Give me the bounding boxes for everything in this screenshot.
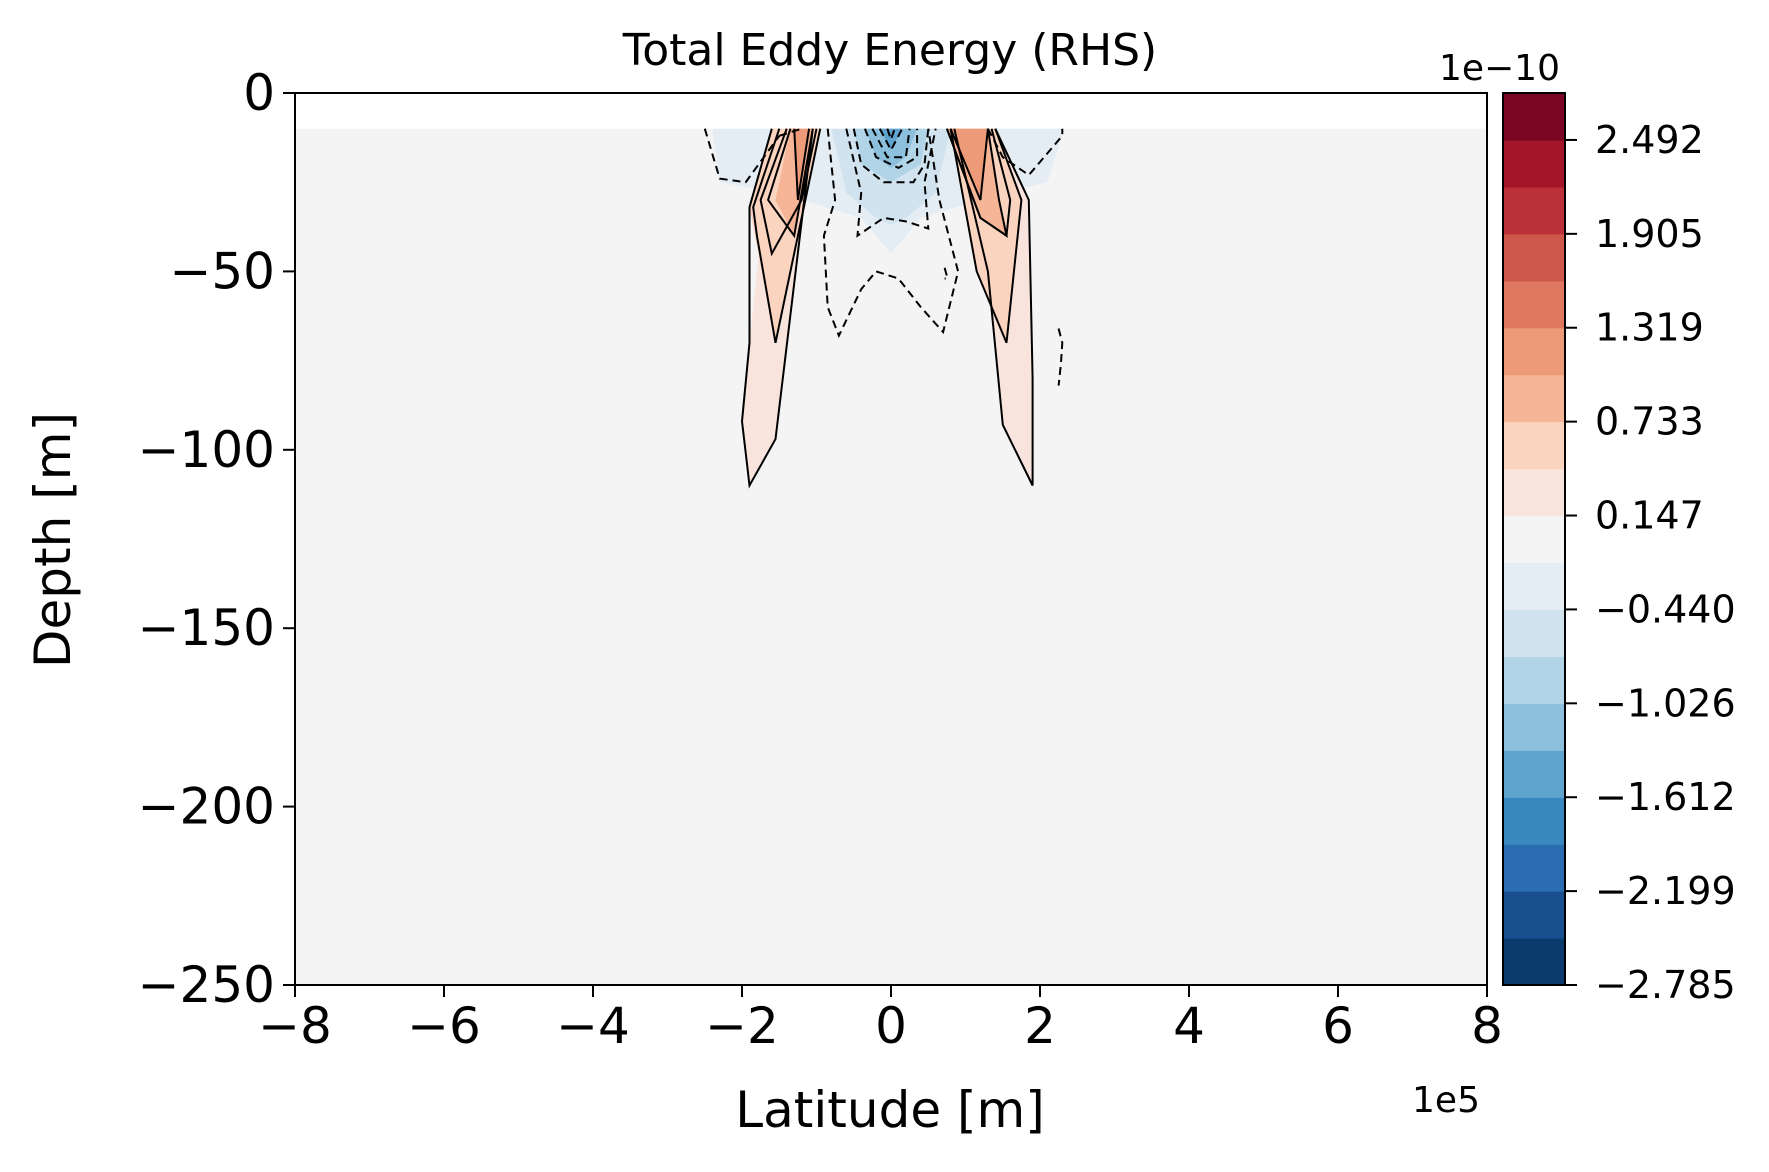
x-axis-label: Latitude [m] bbox=[735, 1081, 1044, 1139]
colorbar-swatch bbox=[1503, 891, 1565, 939]
contour-line-negative-9 bbox=[886, 128, 896, 143]
y-tick-label: −100 bbox=[138, 421, 275, 479]
colorbar-tick-label: −2.199 bbox=[1595, 869, 1736, 913]
contour-line-negative-8 bbox=[878, 128, 904, 153]
colorbar-swatch bbox=[1503, 797, 1565, 845]
colorbar-swatch bbox=[1503, 280, 1565, 329]
y-tick-label: −50 bbox=[169, 242, 275, 300]
colorbar-tick-label: −2.785 bbox=[1595, 963, 1736, 1007]
y-axis-label: Depth [m] bbox=[24, 412, 82, 668]
colorbar-swatch bbox=[1503, 186, 1565, 235]
contour-line-positive-2 bbox=[759, 128, 818, 257]
contour-line-negative-5 bbox=[852, 128, 930, 184]
colorbar-swatch bbox=[1503, 468, 1565, 517]
colorbar-swatch bbox=[1503, 562, 1565, 611]
colorbar-tick-label: 2.492 bbox=[1595, 118, 1704, 162]
x-tick-label: −4 bbox=[556, 997, 630, 1055]
x-tick-label: 0 bbox=[875, 997, 907, 1055]
contour-line-negative-1 bbox=[778, 127, 802, 137]
colorbar-swatch bbox=[1503, 515, 1565, 564]
y-tick-label: −150 bbox=[138, 599, 275, 657]
x-tick-label: −6 bbox=[407, 997, 481, 1055]
colorbar-tick-label: −1.026 bbox=[1595, 681, 1736, 725]
colorbar-tick-label: 1.905 bbox=[1595, 212, 1704, 256]
colorbar-swatch bbox=[1503, 93, 1565, 141]
colorbar-swatch bbox=[1503, 327, 1565, 376]
colorbar-swatch bbox=[1503, 750, 1565, 798]
colorbar-tick-label: 1.319 bbox=[1595, 306, 1704, 350]
colorbar-swatch bbox=[1503, 421, 1565, 470]
contour-line-negative-10 bbox=[1057, 328, 1064, 386]
contour-line-negative-4 bbox=[845, 128, 937, 238]
colorbar-swatch bbox=[1503, 374, 1565, 423]
contour-line-positive-8 bbox=[945, 128, 1008, 238]
contour-line-positive-3 bbox=[766, 128, 814, 239]
background-fill bbox=[295, 128, 1487, 985]
x-tick-label: −8 bbox=[258, 997, 332, 1055]
x-tick-label: 2 bbox=[1024, 997, 1056, 1055]
colorbar-swatch bbox=[1503, 609, 1565, 657]
contour-line-positive-0 bbox=[740, 128, 814, 489]
colorbar-tick-label: 0.147 bbox=[1595, 494, 1704, 538]
axes-labels: Total Eddy Energy (RHS) Latitude [m] Dep… bbox=[24, 25, 1560, 1139]
y-tick-label: 0 bbox=[243, 64, 275, 122]
colorbar: −2.785 −2.199 −1.612 −1.026 −0.440 0.147 0.733… bbox=[1502, 92, 1736, 1007]
colorbar-multiplier: 1e−10 bbox=[1439, 48, 1560, 89]
contour-line-negative-11 bbox=[943, 267, 949, 280]
colorbar-swatch bbox=[1503, 844, 1565, 892]
colorbar-swatch bbox=[1503, 938, 1565, 986]
contour-line-negative-3 bbox=[822, 128, 960, 339]
contour-line-negative-6 bbox=[863, 128, 919, 170]
colorbar-swatch bbox=[1503, 139, 1565, 188]
x-tick-label: 4 bbox=[1173, 997, 1205, 1055]
filled-region-red-right-4 bbox=[950, 128, 988, 200]
contour-line-positive-1 bbox=[752, 128, 822, 344]
contour-line-negative-2 bbox=[987, 128, 1064, 177]
contour-line-positive-5 bbox=[953, 128, 1034, 486]
x-axis-multiplier: 1e5 bbox=[1412, 1080, 1480, 1121]
colorbar-swatch bbox=[1503, 233, 1565, 282]
contour-line-positive-6 bbox=[949, 128, 1023, 344]
contour-line-positive-4 bbox=[793, 128, 811, 201]
colorbar-tick-label: −0.440 bbox=[1595, 587, 1736, 631]
y-tick-label: −200 bbox=[138, 778, 275, 836]
filled-region-blue-inner-4 bbox=[879, 128, 903, 151]
y-tick-label: −250 bbox=[138, 956, 275, 1014]
colorbar-swatch bbox=[1503, 703, 1565, 751]
x-tick-label: 6 bbox=[1322, 997, 1354, 1055]
colorbar-tick-label: 0.733 bbox=[1595, 400, 1704, 444]
contour-line-negative-0 bbox=[703, 128, 781, 184]
plot-area: −8 −6 −4 −2 0 2 4 6 8 0 −50 −100 −150 −200 −250 bbox=[138, 64, 1503, 1055]
colorbar-swatch bbox=[1503, 656, 1565, 704]
x-tick-label: 8 bbox=[1471, 997, 1503, 1055]
colorbar-tick-label: −1.612 bbox=[1595, 775, 1736, 819]
contour-line-negative-7 bbox=[871, 128, 911, 159]
colorbar-frame bbox=[1502, 92, 1566, 986]
chart-title: Total Eddy Energy (RHS) bbox=[622, 25, 1157, 76]
contour-line-positive-9 bbox=[949, 128, 989, 201]
x-tick-label: −2 bbox=[705, 997, 779, 1055]
